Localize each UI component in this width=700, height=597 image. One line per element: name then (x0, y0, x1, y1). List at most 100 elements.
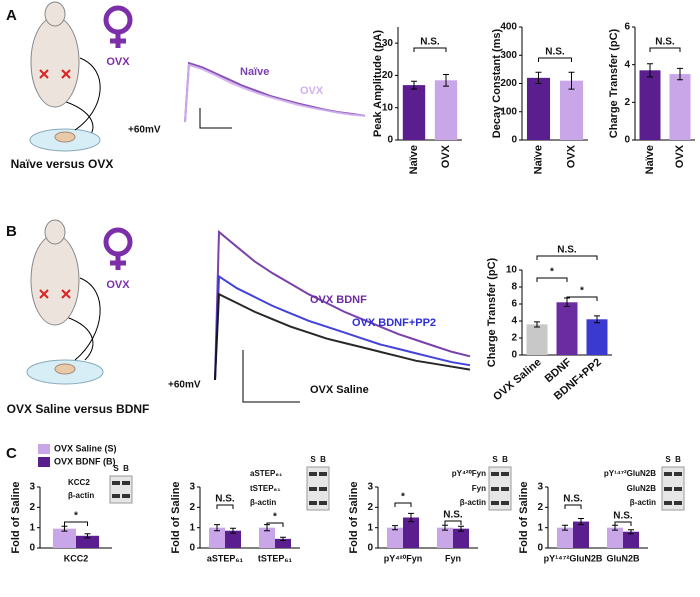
blot-lane: B (123, 464, 129, 473)
trace-label: OVX BDNF+PP2 (352, 317, 436, 329)
y-axis-label: Peak Amplitude (pA) (372, 30, 384, 137)
blot-band (491, 472, 499, 476)
error-bar (628, 529, 634, 535)
bar (387, 527, 403, 548)
error-bar (594, 315, 600, 324)
bar (275, 538, 291, 548)
significance-bracket (266, 522, 284, 527)
error-bar (442, 524, 448, 531)
blot-band (664, 472, 672, 476)
blot-label: β-actin (630, 498, 656, 507)
x-tick-label: Fyn (445, 553, 461, 563)
y-tick-label: 8 (511, 282, 517, 293)
rat-illustration (26, 219, 133, 385)
blot-band (501, 487, 509, 491)
bar (209, 527, 225, 548)
legend-label: OVX BDNF (B) (54, 456, 116, 466)
blot-band (112, 494, 120, 498)
error-bar (677, 67, 683, 81)
blot-band (501, 501, 509, 505)
significance-bracket (413, 47, 447, 52)
trace (214, 229, 471, 381)
x-tick-label: pY¹⁴⁷²GluN2B (544, 553, 603, 563)
x-tick-label: aSTEP₆₁ (207, 553, 244, 563)
x-tick-label: OVX Saline (491, 356, 544, 403)
bar (403, 517, 419, 548)
blot-label: Fyn (472, 484, 486, 493)
error-bar (408, 512, 414, 523)
significance-label: * (74, 511, 78, 522)
x-tick-label: Naïve (532, 145, 544, 174)
panel-label: C (6, 445, 17, 462)
trace-label: OVX BDNF (310, 294, 367, 306)
x-tick-label: OVX (440, 144, 452, 168)
blot-label: pY¹⁴⁷²GluN2B (604, 469, 656, 478)
x-tick-label: OVX (565, 144, 577, 168)
significance-bracket (444, 520, 462, 525)
head (44, 1, 66, 27)
x-tick-label: pY⁴²⁰Fyn (384, 553, 423, 563)
error-bar (411, 80, 417, 90)
blot-lane: S (492, 455, 498, 464)
blot-band (122, 481, 130, 485)
y-tick-label: 1 (29, 522, 35, 533)
bar (453, 528, 469, 548)
blot-label: tSTEP₆₁ (250, 484, 281, 493)
error-bar (443, 73, 449, 87)
bar (225, 530, 241, 548)
significance-label: * (273, 512, 277, 523)
y-tick-label: 1 (367, 522, 373, 533)
significance-label: N.S. (420, 37, 440, 48)
blot-label: KCC2 (68, 478, 90, 487)
female-symbol (103, 5, 133, 35)
blot-label: GluN2B (627, 484, 657, 493)
bar (526, 77, 551, 140)
y-tick-label: 2 (624, 97, 630, 108)
blot (109, 475, 133, 504)
y-tick-label: 0 (624, 135, 630, 146)
blot-band (319, 472, 327, 476)
y-tick-label: 3 (29, 482, 35, 493)
scale-bar (242, 350, 300, 403)
significance-bracket (566, 296, 598, 301)
y-axis-label: Fold of Saline (518, 481, 530, 553)
arrow (74, 277, 101, 361)
bar (434, 80, 458, 140)
rat-illustration (29, 1, 133, 152)
x-tick-label: Naïve (644, 145, 656, 174)
y-tick-label: 2 (367, 502, 373, 513)
x-tick-label: OVX (674, 144, 686, 168)
bar (259, 527, 275, 548)
blot-band (491, 487, 499, 491)
illustration-label: OVX (106, 56, 130, 68)
y-tick-label: 2 (29, 502, 35, 513)
error-bar (534, 321, 540, 328)
ovx-mark (39, 289, 71, 299)
significance-label: N.S. (215, 494, 235, 505)
y-axis-label: Charge Transfer (pC) (608, 28, 620, 138)
bar (76, 535, 100, 548)
significance-bracket (536, 277, 568, 282)
blot-band (674, 472, 682, 476)
x-tick-label: KCC2 (64, 553, 89, 563)
y-tick-label: 10 (382, 102, 394, 113)
y-tick-label: 300 (500, 50, 517, 61)
scale-bar (199, 108, 232, 129)
significance-label: N.S. (545, 47, 565, 58)
y-tick-label: 100 (500, 106, 517, 117)
female-symbol (103, 227, 133, 257)
blot-band (122, 494, 130, 498)
trace-label: OVX (300, 85, 324, 97)
blot-lane: B (502, 455, 508, 464)
y-tick-label: 0 (367, 543, 373, 554)
significance-bracket (394, 502, 412, 507)
legend-swatch (38, 444, 50, 454)
y-tick-label: 1 (537, 522, 543, 533)
error-bar (392, 525, 398, 531)
tail (59, 314, 94, 361)
slice (54, 363, 76, 375)
blot-band (674, 487, 682, 491)
y-tick-label: 3 (537, 482, 543, 493)
y-tick-label: 0 (189, 543, 195, 554)
